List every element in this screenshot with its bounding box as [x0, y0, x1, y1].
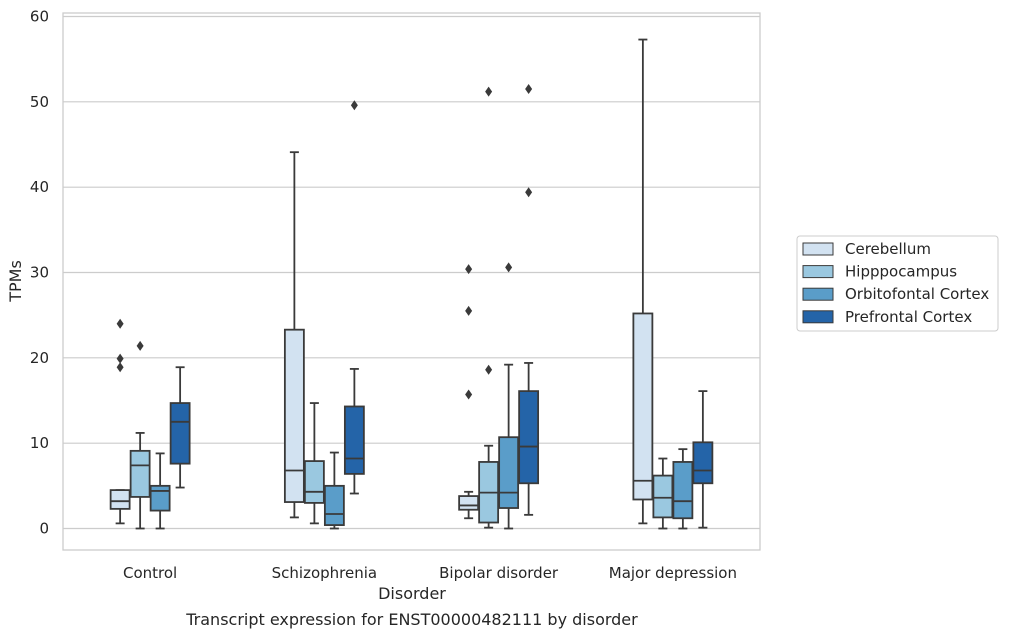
outlier-point: [465, 305, 473, 316]
y-axis-ticks: 0 10 20 30 40 50 60: [30, 8, 49, 538]
y-tick-label: 40: [30, 178, 49, 196]
box-body: [692, 441, 714, 485]
box: [169, 366, 191, 489]
box: [149, 452, 171, 530]
box-body: [303, 460, 325, 504]
box-body: [672, 461, 694, 520]
legend-frame: [796, 235, 999, 332]
box: [672, 448, 694, 530]
box-body: [109, 489, 131, 510]
box: [498, 262, 520, 530]
plot-frame: [62, 12, 761, 551]
legend-swatch: [802, 310, 834, 324]
box: [518, 84, 540, 516]
y-tick-label: 10: [30, 434, 49, 452]
box-body: [129, 449, 151, 498]
box-body: [343, 405, 365, 475]
box-body: [632, 312, 654, 501]
box: [632, 38, 654, 525]
box-body: [458, 495, 480, 511]
box-series: [109, 38, 714, 530]
box: [652, 457, 674, 530]
box-body: [498, 436, 520, 509]
legend-swatch: [802, 287, 834, 301]
x-tick-label: Bipolar disorder: [439, 564, 559, 582]
y-tick-label: 0: [39, 520, 49, 538]
outlier-point: [116, 318, 124, 329]
legend-label: Prefrontal Cortex: [845, 308, 972, 326]
box-body: [169, 402, 191, 465]
box: [343, 100, 365, 495]
legend-swatch: [802, 265, 834, 279]
chart-caption: Transcript expression for ENST0000048211…: [185, 610, 638, 629]
box: [458, 264, 480, 520]
legend-swatch: [802, 242, 834, 256]
outlier-point: [485, 364, 493, 375]
outlier-point: [525, 84, 533, 95]
box: [303, 402, 325, 525]
outlier-point: [136, 340, 144, 351]
legend-label: Hipppocampus: [845, 263, 957, 281]
outlier-point: [116, 362, 124, 373]
outlier-point: [485, 86, 493, 97]
box: [323, 451, 345, 530]
y-tick-label: 30: [30, 264, 49, 282]
y-tick-label: 60: [30, 8, 49, 26]
legend-label: Orbitofontal Cortex: [845, 285, 989, 303]
outlier-point: [350, 100, 358, 111]
outlier-point: [465, 389, 473, 400]
x-tick-label: Control: [123, 564, 177, 582]
box-body: [283, 328, 305, 503]
outlier-point: [116, 353, 124, 364]
box-body: [323, 484, 345, 526]
x-axis-label: Disorder: [378, 584, 446, 603]
box-body: [149, 484, 171, 512]
y-tick-label: 50: [30, 93, 49, 111]
box: [283, 151, 305, 519]
box-body: [652, 474, 674, 519]
outlier-point: [505, 262, 513, 273]
box: [109, 318, 131, 525]
y-tick-label: 20: [30, 349, 49, 367]
y-axis-label: TPMs: [6, 260, 25, 303]
outlier-point: [465, 264, 473, 275]
box-body: [518, 390, 540, 485]
legend: Cerebellum Hipppocampus Orbitofontal Corte…: [796, 235, 999, 332]
x-tick-label: Schizophrenia: [272, 564, 377, 582]
box: [478, 86, 500, 529]
legend-label: Cerebellum: [845, 240, 931, 258]
x-tick-label: Major depression: [609, 564, 737, 582]
outlier-point: [525, 187, 533, 198]
box: [129, 340, 151, 530]
box: [692, 390, 714, 529]
x-axis-ticks: Control Schizophrenia Bipolar disorder Majo…: [123, 564, 737, 582]
